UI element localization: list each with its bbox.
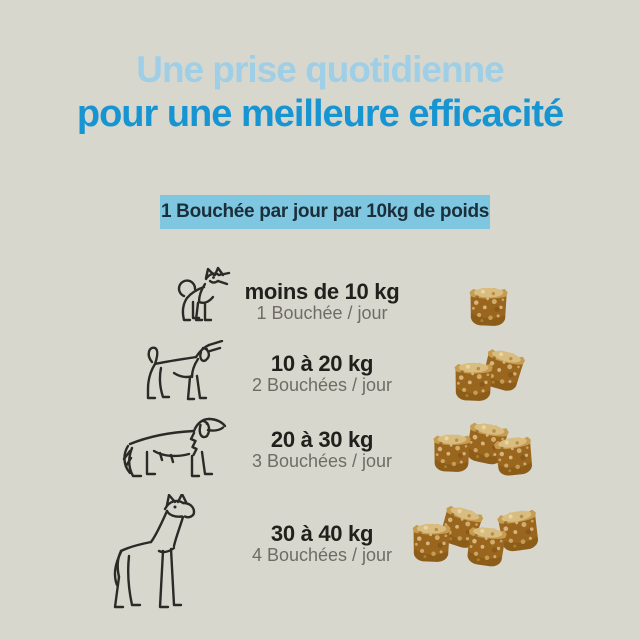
- title-line-2: pour une meilleure efficacité: [76, 93, 564, 135]
- weight-range-row-2: 10 à 20 kg: [270, 351, 374, 376]
- dosage-rule-banner: 1 Bouchée par jour par 10kg de poids: [160, 195, 490, 229]
- title-line-1: Une prise quotidienne: [136, 49, 505, 90]
- treat-cluster-2: [454, 347, 526, 401]
- large-dog-icon: [122, 417, 227, 478]
- weight-range-row-1: moins de 10 kg: [244, 279, 400, 304]
- weight-range-row-3: 20 à 30 kg: [270, 427, 374, 452]
- dosage-row-1: 1 Bouchée / jour: [256, 303, 388, 323]
- dosage-row-3: 3 Bouchées / jour: [251, 451, 393, 471]
- extra-large-dog-icon: [113, 494, 196, 609]
- weight-range-row-4: 30 à 40 kg: [270, 521, 374, 546]
- treat-cluster-4: [412, 503, 542, 568]
- treat-cluster-3: [433, 420, 536, 478]
- small-dog-icon: [177, 266, 231, 322]
- dosage-row-2: 2 Bouchées / jour: [251, 375, 393, 395]
- dosage-row-4: 4 Bouchées / jour: [251, 545, 393, 565]
- treat-cluster-1: [469, 287, 508, 326]
- medium-dog-icon: [146, 340, 224, 401]
